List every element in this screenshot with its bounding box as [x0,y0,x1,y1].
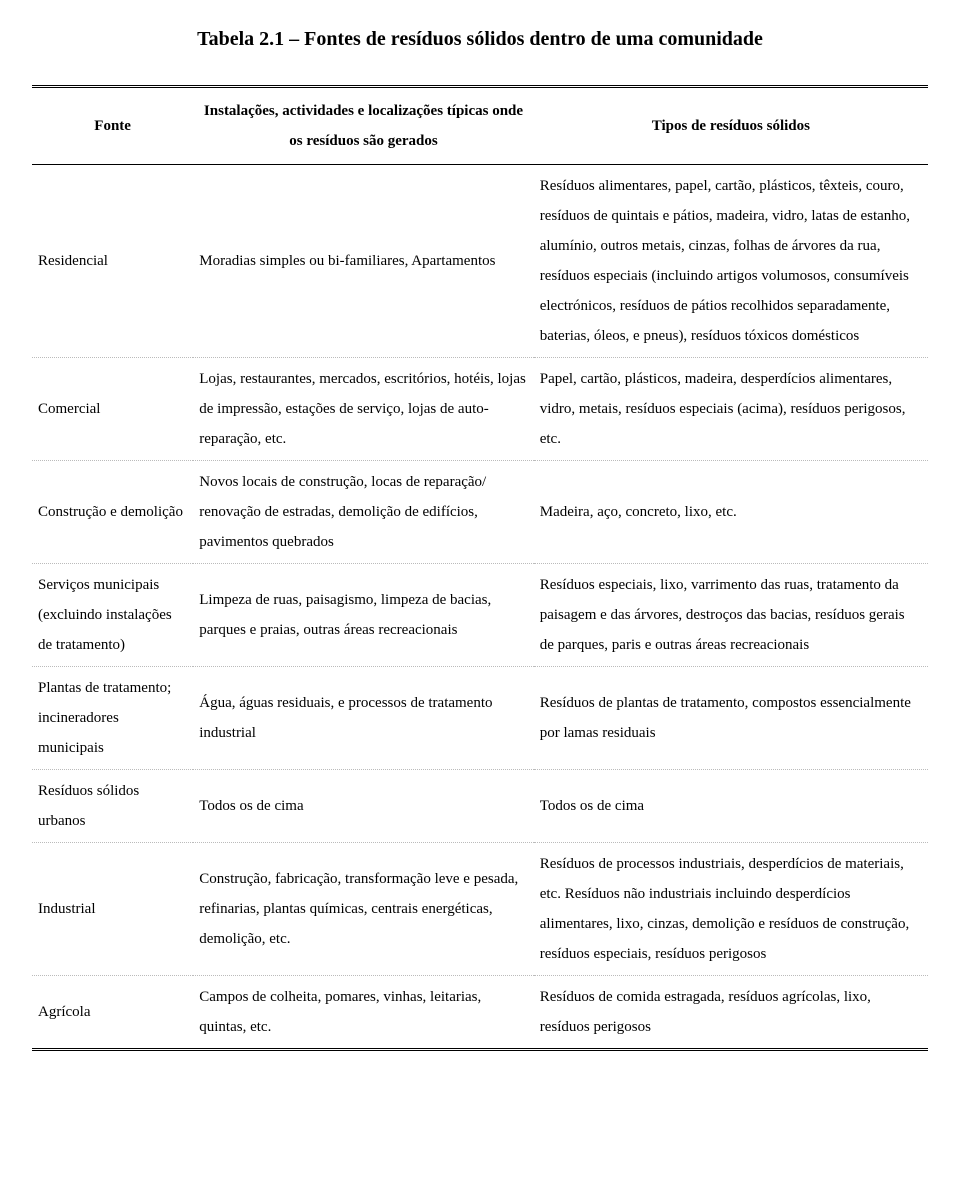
cell-inst: Campos de colheita, pomares, vinhas, lei… [193,976,533,1050]
cell-tipos: Madeira, aço, concreto, lixo, etc. [534,461,928,564]
col-header-fonte: Fonte [32,87,193,165]
table-row: Serviços municipais (excluindo instalaçõ… [32,564,928,667]
table-title: Tabela 2.1 – Fontes de resíduos sólidos … [32,28,928,51]
cell-fonte: Residencial [32,165,193,358]
cell-fonte: Comercial [32,358,193,461]
cell-fonte: Industrial [32,843,193,976]
table-row: Comercial Lojas, restaurantes, mercados,… [32,358,928,461]
table-row: Construção e demolição Novos locais de c… [32,461,928,564]
cell-inst: Moradias simples ou bi-familiares, Apart… [193,165,533,358]
cell-inst: Limpeza de ruas, paisagismo, limpeza de … [193,564,533,667]
table-header-row: Fonte Instalações, actividades e localiz… [32,87,928,165]
cell-fonte: Construção e demolição [32,461,193,564]
cell-inst: Novos locais de construção, locas de rep… [193,461,533,564]
cell-tipos: Resíduos de plantas de tratamento, compo… [534,667,928,770]
cell-inst: Todos os de cima [193,770,533,843]
cell-tipos: Todos os de cima [534,770,928,843]
col-header-instalacoes: Instalações, actividades e localizações … [193,87,533,165]
table-row: Industrial Construção, fabricação, trans… [32,843,928,976]
cell-fonte: Agrícola [32,976,193,1050]
data-table: Fonte Instalações, actividades e localiz… [32,85,928,1051]
cell-inst: Construção, fabricação, transformação le… [193,843,533,976]
cell-tipos: Resíduos alimentares, papel, cartão, plá… [534,165,928,358]
table-row: Agrícola Campos de colheita, pomares, vi… [32,976,928,1050]
col-header-tipos: Tipos de resíduos sólidos [534,87,928,165]
table-row: Plantas de tratamento; incineradores mun… [32,667,928,770]
cell-tipos: Resíduos de processos industriais, despe… [534,843,928,976]
cell-inst: Água, águas residuais, e processos de tr… [193,667,533,770]
cell-fonte: Resíduos sólidos urbanos [32,770,193,843]
cell-tipos: Resíduos de comida estragada, resíduos a… [534,976,928,1050]
cell-tipos: Resíduos especiais, lixo, varrimento das… [534,564,928,667]
table-row: Residencial Moradias simples ou bi-famil… [32,165,928,358]
table-row: Resíduos sólidos urbanos Todos os de cim… [32,770,928,843]
cell-fonte: Serviços municipais (excluindo instalaçõ… [32,564,193,667]
cell-inst: Lojas, restaurantes, mercados, escritóri… [193,358,533,461]
cell-tipos: Papel, cartão, plásticos, madeira, despe… [534,358,928,461]
cell-fonte: Plantas de tratamento; incineradores mun… [32,667,193,770]
